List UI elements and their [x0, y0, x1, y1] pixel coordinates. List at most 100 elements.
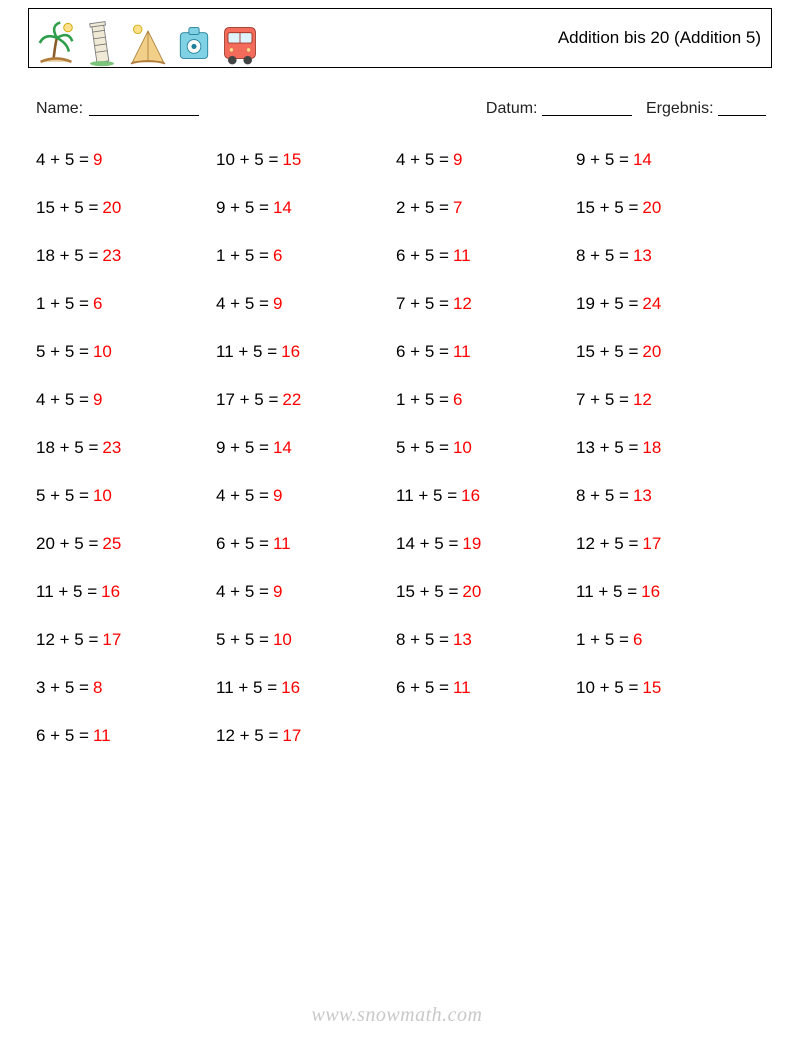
answer-text: 9: [273, 486, 282, 506]
problem-text: 8 + 5 =: [396, 630, 449, 650]
problem-text: 11 + 5 =: [216, 678, 277, 698]
problem-cell: 15 + 5 = 20: [396, 568, 576, 616]
problem-text: 5 + 5 =: [216, 630, 269, 650]
problem-text: 1 + 5 =: [216, 246, 269, 266]
problem-text: 18 + 5 =: [36, 246, 98, 266]
problem-cell: 12 + 5 = 17: [216, 712, 396, 760]
answer-text: 15: [642, 678, 661, 698]
answer-text: 24: [642, 294, 661, 314]
problem-text: 8 + 5 =: [576, 246, 629, 266]
problem-text: 12 + 5 =: [36, 630, 98, 650]
problem-cell: 8 + 5 = 13: [576, 232, 756, 280]
problem-text: 1 + 5 =: [576, 630, 629, 650]
answer-text: 14: [633, 150, 652, 170]
bus-icon: [219, 19, 261, 67]
answer-text: 18: [642, 438, 661, 458]
problem-text: 20 + 5 =: [36, 534, 98, 554]
problem-cell: 20 + 5 = 25: [36, 520, 216, 568]
answer-text: 11: [453, 342, 471, 362]
problem-text: 9 + 5 =: [576, 150, 629, 170]
problem-text: 9 + 5 =: [216, 438, 269, 458]
problem-text: 6 + 5 =: [216, 534, 269, 554]
problem-cell: 18 + 5 = 23: [36, 424, 216, 472]
problem-cell: 6 + 5 = 11: [396, 328, 576, 376]
problem-cell: 13 + 5 = 18: [576, 424, 756, 472]
problem-cell: 15 + 5 = 20: [36, 184, 216, 232]
problem-cell: 1 + 5 = 6: [576, 616, 756, 664]
name-blank[interactable]: [89, 99, 199, 116]
answer-text: 25: [102, 534, 121, 554]
answer-text: 16: [281, 678, 300, 698]
problem-cell: 5 + 5 = 10: [36, 328, 216, 376]
problem-cell: 6 + 5 = 11: [396, 664, 576, 712]
problem-text: 18 + 5 =: [36, 438, 98, 458]
answer-text: 13: [453, 630, 472, 650]
problem-cell: 1 + 5 = 6: [216, 232, 396, 280]
problem-text: 6 + 5 =: [36, 726, 89, 746]
palm-tree-icon: [35, 19, 77, 67]
problem-cell: 12 + 5 = 17: [36, 616, 216, 664]
problem-text: 5 + 5 =: [36, 486, 89, 506]
problem-text: 1 + 5 =: [396, 390, 449, 410]
problem-cell: 4 + 5 = 9: [216, 280, 396, 328]
problem-cell: 5 + 5 = 10: [396, 424, 576, 472]
answer-text: 7: [453, 198, 462, 218]
problem-text: 4 + 5 =: [216, 582, 269, 602]
problem-cell: 4 + 5 = 9: [216, 568, 396, 616]
problem-cell: 17 + 5 = 22: [216, 376, 396, 424]
problem-cell: 10 + 5 = 15: [576, 664, 756, 712]
problem-text: 3 + 5 =: [36, 678, 89, 698]
result-blank[interactable]: [718, 99, 766, 116]
problem-text: 6 + 5 =: [396, 246, 449, 266]
problem-text: 5 + 5 =: [396, 438, 449, 458]
problem-text: 11 + 5 =: [396, 486, 457, 506]
problem-text: 15 + 5 =: [36, 198, 98, 218]
answer-text: 17: [102, 630, 121, 650]
problem-text: 12 + 5 =: [576, 534, 638, 554]
answer-text: 13: [633, 486, 652, 506]
answer-text: 10: [93, 486, 112, 506]
meta-row: Name: Datum: Ergebnis:: [36, 96, 766, 118]
answer-text: 9: [93, 390, 102, 410]
answer-text: 6: [93, 294, 102, 314]
pyramid-icon: [127, 19, 169, 67]
answer-text: 6: [633, 630, 642, 650]
problem-cell: 14 + 5 = 19: [396, 520, 576, 568]
problem-cell: 11 + 5 = 16: [576, 568, 756, 616]
problem-text: 19 + 5 =: [576, 294, 638, 314]
problem-text: 12 + 5 =: [216, 726, 278, 746]
answer-text: 12: [633, 390, 652, 410]
name-label: Name:: [36, 100, 83, 118]
answer-text: 17: [282, 726, 301, 746]
problem-text: 7 + 5 =: [576, 390, 629, 410]
problem-text: 17 + 5 =: [216, 390, 278, 410]
problem-text: 2 + 5 =: [396, 198, 449, 218]
problem-cell: 18 + 5 = 23: [36, 232, 216, 280]
answer-text: 19: [462, 534, 481, 554]
date-blank[interactable]: [542, 99, 632, 116]
problem-cell: 8 + 5 = 13: [396, 616, 576, 664]
problem-text: 4 + 5 =: [216, 294, 269, 314]
problem-text: 13 + 5 =: [576, 438, 638, 458]
problem-text: 11 + 5 =: [576, 582, 637, 602]
problem-text: 6 + 5 =: [396, 678, 449, 698]
problem-cell: 1 + 5 = 6: [36, 280, 216, 328]
answer-text: 11: [273, 534, 291, 554]
answer-text: 20: [462, 582, 481, 602]
problem-cell: 6 + 5 = 11: [36, 712, 216, 760]
problem-cell: 5 + 5 = 10: [36, 472, 216, 520]
problem-cell: 11 + 5 = 16: [216, 664, 396, 712]
problem-text: 15 + 5 =: [576, 342, 638, 362]
header-box: Addition bis 20 (Addition 5): [28, 8, 772, 68]
problem-text: 4 + 5 =: [36, 150, 89, 170]
problem-cell: 7 + 5 = 12: [396, 280, 576, 328]
problems-grid: 4 + 5 = 910 + 5 = 154 + 5 = 99 + 5 = 141…: [36, 136, 756, 760]
meta-date: Datum:: [486, 96, 632, 118]
answer-text: 20: [642, 198, 661, 218]
problem-cell: 9 + 5 = 14: [216, 184, 396, 232]
problem-text: 5 + 5 =: [36, 342, 89, 362]
problem-cell: 7 + 5 = 12: [576, 376, 756, 424]
problem-cell: 15 + 5 = 20: [576, 328, 756, 376]
problem-cell: 15 + 5 = 20: [576, 184, 756, 232]
problem-text: 4 + 5 =: [216, 486, 269, 506]
